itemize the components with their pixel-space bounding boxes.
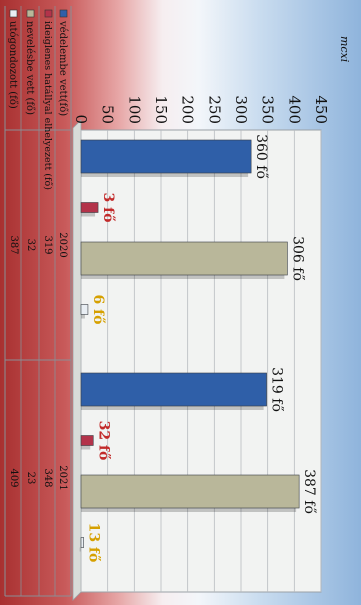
bar-side (81, 173, 249, 177)
chart-header: тсхі (338, 36, 351, 62)
legend-swatch-ideiglenes (44, 9, 53, 18)
data-label: 13 fő (86, 523, 102, 563)
table-header-2021: 2021 (57, 465, 68, 490)
table-cell-2020-ideiglenes: 32 (25, 239, 36, 252)
bar-side (80, 406, 264, 410)
data-label: 3 fő (100, 193, 116, 223)
data-label: 360 fő (253, 134, 269, 179)
bar (80, 474, 300, 509)
table-cell-2020-neveles: 387 (8, 235, 19, 254)
data-label: 32 fő (95, 421, 111, 461)
bar-side (80, 445, 91, 450)
y-tick-label: 350 (259, 95, 277, 124)
y-tick-label: 50 (99, 105, 117, 124)
bar-side (79, 547, 81, 552)
gridlines (80, 130, 322, 592)
data-label: 319 fő (269, 367, 285, 412)
bar (80, 241, 288, 276)
data-table: védelembe vett(fő) ideiglenes hatállyal … (4, 6, 72, 597)
data-label: 6 fő (90, 295, 106, 325)
table-cell-2021-ideiglenes: 23 (25, 472, 36, 485)
table-cell-2021-vedelembe: 348 (42, 468, 53, 487)
bar (80, 202, 99, 213)
table-header-2020: 2020 (57, 232, 68, 257)
data-label: 306 fő (289, 236, 305, 281)
y-tick-label: 100 (125, 95, 143, 124)
bar (80, 372, 267, 407)
table-cell-2020-vedelembe: 319 (42, 235, 53, 254)
legend-label-vedelembe: védelembe vett(fő) (57, 20, 68, 116)
y-tick-label: 250 (205, 95, 223, 124)
legend-swatch-utogondozott (9, 9, 18, 18)
y-tick-label: 300 (232, 95, 250, 124)
plot-floor (72, 119, 82, 601)
legend-label-neveles: nevelésbe vett (fő) (24, 21, 35, 115)
legend-label-utogondozott: utógondozott (fő) (7, 21, 18, 109)
bar (80, 304, 89, 315)
bar-side (81, 212, 96, 217)
y-tick-label: 400 (285, 95, 303, 124)
legend-swatch-neveles (26, 9, 35, 18)
bar-side (81, 508, 297, 512)
bars (79, 139, 300, 552)
data-labels: 360 fő 3 fő 306 fő 6 fő 319 fő 32 fő 387 fő 13 … (86, 134, 317, 562)
y-tick-label: 150 (152, 95, 170, 124)
legend-label-ideiglenes: ideiglenes hatállyal elhelyezett (fő) (42, 21, 53, 190)
bar (80, 435, 94, 446)
table-cell-2021-neveles: 409 (8, 468, 19, 487)
y-tick-label: 200 (179, 95, 197, 124)
y-axis-ticks: 0 50 100 150 200 250 300 350 400 450 (72, 95, 330, 124)
plot-back-wall (80, 129, 322, 593)
y-tick-label: 0 (72, 114, 90, 124)
data-label: 387 fő (301, 469, 317, 514)
bar (80, 537, 84, 548)
legend-swatch-vedelembe (59, 9, 68, 18)
bar-side (80, 314, 85, 319)
y-tick-label: 450 (312, 95, 330, 124)
bar (80, 139, 252, 174)
bar-side (81, 275, 285, 279)
